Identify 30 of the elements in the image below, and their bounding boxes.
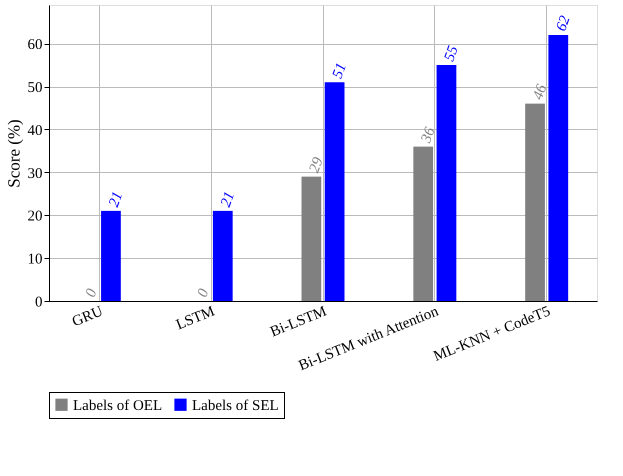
bar [101,210,121,301]
bar [548,35,568,301]
y-tick-label: 30 [28,166,42,182]
bar [436,65,456,301]
bar [302,176,322,301]
y-tick-label: 0 [35,294,42,310]
data-label: 62 [553,13,574,34]
x-tick-label: LSTM [174,304,218,334]
y-axis-title: Score (%) [4,119,24,188]
legend-label: Labels of OEL [73,398,162,414]
y-tick-label: 40 [28,122,42,139]
y-tick-label: 60 [28,37,42,54]
data-label: 21 [106,190,126,210]
data-label: 21 [218,190,238,210]
data-label: 55 [442,43,462,64]
y-tick-label: 20 [28,208,42,225]
bar [324,82,344,301]
bar [525,104,545,301]
x-tick-label: GRU [70,303,106,330]
bar [413,146,434,301]
bar [212,210,233,301]
legend-label: Labels of SEL [192,398,279,414]
data-label: 46 [530,82,551,102]
y-tick-label: 10 [28,252,42,268]
data-label: 0 [194,286,212,300]
data-label: 36 [418,124,439,146]
data-label: 0 [82,286,101,300]
data-label: 51 [330,61,350,81]
y-tick-label: 50 [28,80,42,96]
data-label: 29 [306,154,327,175]
